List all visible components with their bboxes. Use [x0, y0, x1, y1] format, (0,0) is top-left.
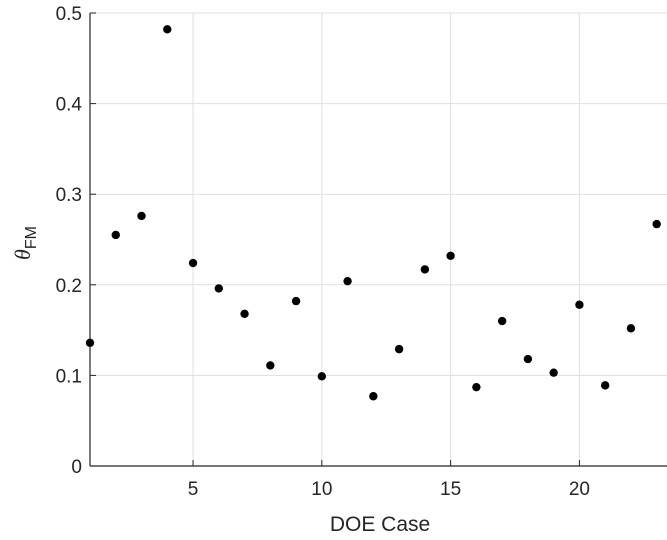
data-point — [291, 296, 301, 306]
data-point — [266, 361, 275, 370]
data-point — [523, 354, 533, 364]
data-point — [497, 316, 507, 326]
y-tick-label: 0.2 — [56, 276, 82, 297]
data-point — [343, 276, 352, 286]
data-point — [626, 324, 636, 333]
data-point — [85, 338, 95, 347]
y-tick-label: 0 — [71, 457, 82, 478]
y-tick-label: 0.1 — [56, 366, 82, 387]
x-tick-labels: 5 10 15 20 — [188, 479, 590, 500]
data-point — [420, 265, 430, 274]
data-point — [652, 219, 661, 229]
data-point — [369, 392, 378, 401]
x-axis-label: DOE Case — [330, 513, 430, 536]
data-point — [214, 284, 223, 293]
data-point — [394, 344, 404, 354]
data-point — [240, 309, 249, 318]
data-point — [472, 382, 481, 392]
x-tick-label: 15 — [440, 479, 461, 500]
data-points — [85, 25, 661, 401]
y-tick-label: 0.4 — [56, 95, 83, 116]
y-axis-label: θFM — [10, 226, 40, 260]
data-point — [137, 211, 146, 221]
data-point — [446, 251, 455, 261]
y-tick-labels: 0 0.1 0.2 0.3 0.4 0.5 — [56, 4, 83, 478]
data-point — [188, 258, 198, 268]
y-axis-label-subscript: FM — [23, 226, 40, 249]
data-point — [575, 300, 584, 309]
x-tick-label: 10 — [311, 479, 332, 500]
data-point — [600, 381, 610, 390]
svg-text:θFM: θFM — [10, 226, 40, 260]
data-point — [111, 230, 120, 240]
tick-marks — [90, 12, 580, 467]
data-point — [163, 25, 172, 34]
axes-frame — [89, 13, 667, 467]
x-tick-label: 5 — [188, 479, 199, 500]
y-axis-label-symbol: θ — [10, 249, 35, 260]
y-tick-label: 0.5 — [56, 4, 82, 25]
data-point — [549, 368, 558, 377]
x-tick-label: 20 — [569, 479, 590, 500]
y-tick-label: 0.3 — [56, 185, 82, 206]
data-point — [317, 372, 327, 381]
